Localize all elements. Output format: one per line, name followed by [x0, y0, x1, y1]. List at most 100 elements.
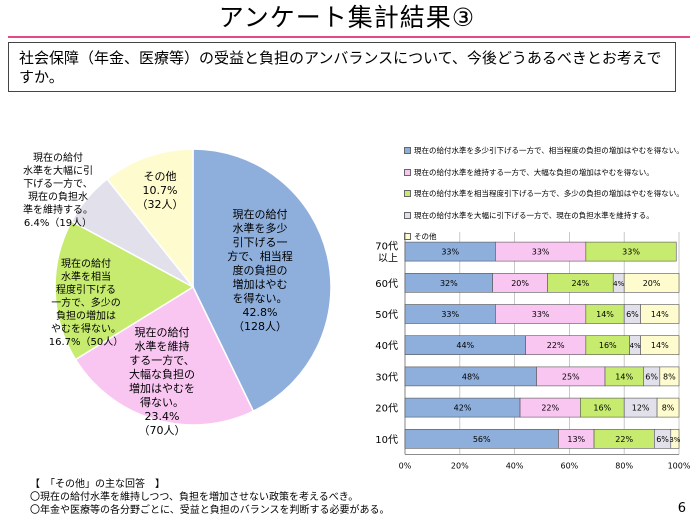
pie-label-line: 現在の負担水 [28, 192, 88, 203]
bar-data-label: 8% [662, 404, 675, 413]
pie-label-line: （128人） [233, 320, 287, 333]
legend-item: その他 [404, 226, 684, 248]
x-tick-label: 100% [668, 461, 691, 470]
bar-data-label: 32% [440, 279, 458, 288]
pie-label-line: 負担の増加は [56, 311, 116, 322]
bar-data-label: 22% [541, 404, 559, 413]
pie-label-line: 程度引下げる [56, 285, 116, 296]
pie-label-line: 42.8% [242, 306, 278, 319]
bar-segment [670, 428, 680, 449]
y-category-label: 以上 [378, 253, 398, 265]
pie-slice [106, 148, 194, 290]
bar-data-label: 33% [441, 310, 459, 319]
bar-data-label: 16% [599, 341, 617, 350]
y-category-label: 50代 [375, 309, 398, 321]
pie-label-line: （32人） [136, 198, 184, 211]
pie-slice-label: その他 10.7% （32人） [130, 170, 190, 212]
bar-data-label: 3% [669, 436, 680, 444]
pie-label-line: 度の負担の [232, 264, 288, 277]
bar-data-label: 33% [532, 248, 550, 257]
legend-label: 現在の給付水準を相当程度引下げる一方で、多少の負担の増加はやむを得ない。 [414, 189, 684, 199]
legend-swatch [404, 190, 411, 198]
pie-label-line: 現在の給付 [33, 153, 83, 164]
bar-data-label: 25% [562, 372, 580, 381]
bar-data-label: 14% [651, 341, 669, 350]
legend-swatch [404, 233, 411, 241]
legend-label: 現在の給付水準を多少引下げる一方で、相当程度の負担の増加はやむを得ない。 [414, 146, 684, 156]
y-category-label: 30代 [375, 371, 398, 383]
bar-data-label: 12% [632, 404, 650, 413]
pie-label-line: 下げる一方で、 [23, 179, 93, 190]
pie-label-line: 準を維持する。 [23, 205, 93, 216]
pie-slice-label: 現在の給付 水準を大幅に引 下げる一方で、 現在の負担水 準を維持する。 6.4%（19人… [10, 152, 106, 230]
bar-data-label: 33% [532, 310, 550, 319]
pie-label-line: 水準を多少 [232, 222, 288, 235]
legend-label: 現在の給付水準を大幅に引下げる一方で、現在の負担水準を維持する。 [414, 210, 654, 220]
legend-swatch [404, 147, 411, 155]
pie-label-line: 23.4% [144, 410, 180, 423]
bar-segment [659, 366, 680, 387]
legend-item: 現在の給付水準を多少引下げる一方で、相当程度の負担の増加はやむを得ない。 [404, 140, 684, 162]
bar-segment [585, 241, 677, 262]
x-tick-label: 20% [451, 461, 469, 470]
y-category-label: 60代 [375, 278, 398, 290]
bar-data-label: 13% [567, 435, 585, 444]
pie-label-line: 6.4%（19人） [23, 218, 93, 229]
pie-label-line: 水準を維持 [134, 340, 190, 353]
pie-label-line: 方で、相当程 [227, 250, 293, 263]
pie-label-line: （70人） [138, 424, 186, 437]
legend-item: 現在の給付水準を大幅に引下げる一方で、現在の負担水準を維持する。 [404, 205, 684, 227]
bar-data-label: 20% [511, 279, 529, 288]
x-tick-label: 40% [506, 461, 524, 470]
y-category-label: 40代 [375, 340, 398, 352]
pie-label-line: やむを得ない。 [51, 324, 121, 335]
notes-item: 〇現在の給付水準を維持しつつ、負担を増加させない政策を考えるべき。 [30, 492, 359, 503]
legend-swatch [404, 211, 411, 219]
x-tick-label: 80% [615, 461, 633, 470]
bar-data-label: 4% [613, 280, 624, 288]
x-tick-label: 0% [399, 461, 412, 470]
pie-label-line: 大幅な負担の [129, 368, 195, 381]
pie-label-line: 現在の給付 [232, 208, 288, 221]
pie-chart [54, 148, 332, 426]
pie-slice-label: 現在の給付 水準を多少 引下げる一 方で、相当程 度の負担の 増加はやむ を得ない。 42.8… [205, 208, 315, 334]
pie-label-line: 現在の給付 [134, 326, 190, 339]
legend-label: 現在の給付水準を維持する一方で、大幅な負担の増加はやむを得ない。 [414, 167, 654, 177]
bar-segment [623, 273, 680, 293]
y-category-label: 10代 [375, 434, 398, 446]
pie-slice [54, 220, 195, 361]
pie-label-line: を得ない。 [232, 292, 288, 305]
pie-label-line: 10.7% [142, 184, 178, 197]
bar-data-label: 22% [615, 435, 633, 444]
pie-label-line: 増加はやむ [232, 278, 288, 291]
survey-question: 社会保障（年金、医療等）の受益と負担のアンバランスについて、今後どうあるべきとお… [8, 42, 676, 92]
bar-data-label: 44% [456, 341, 474, 350]
title-divider [8, 36, 690, 38]
bar-data-label: 6% [656, 435, 669, 444]
legend-label: その他 [414, 232, 437, 242]
legend-item: 現在の給付水準を維持する一方で、大幅な負担の増加はやむを得ない。 [404, 162, 684, 184]
y-category-label: 70代 [375, 241, 398, 253]
pie-slice-label: 現在の給付 水準を維持 する一方で、 大幅な負担の 増加はやむを 得ない。 23.4% （70… [112, 326, 212, 438]
notes-heading: 【 「その他」の主な回答 】 [30, 479, 165, 490]
pie-slice [74, 285, 255, 426]
legend-swatch [404, 168, 411, 176]
bar-data-label: 4% [630, 342, 641, 350]
bar-data-label: 33% [622, 248, 640, 257]
pie-label-line: 増加はやむを [129, 382, 195, 395]
bar-data-label: 14% [615, 372, 633, 381]
pie-label-line: 引下げる一 [232, 236, 288, 249]
bar-segment [656, 397, 680, 418]
bar-data-label: 20% [643, 279, 661, 288]
bar-data-label: 56% [473, 435, 491, 444]
bar-chart-legend: 現在の給付水準を多少引下げる一方で、相当程度の負担の増加はやむを得ない。 現在の給… [404, 140, 684, 248]
notes-item: 〇年金や医療等の各分野ごとに、受益と負担のバランスを判断する必要がある。 [30, 505, 390, 516]
other-answers-notes: 【 「その他」の主な回答 】 〇現在の給付水準を維持しつつ、負担を増加させない政… [30, 478, 390, 517]
page-number: 6 [677, 501, 686, 516]
pie-label-line: 得ない。 [140, 396, 184, 409]
bar-data-label: 42% [454, 404, 472, 413]
bar-data-label: 22% [547, 341, 565, 350]
bar-data-label: 6% [645, 372, 658, 381]
bar-data-label: 24% [571, 279, 589, 288]
